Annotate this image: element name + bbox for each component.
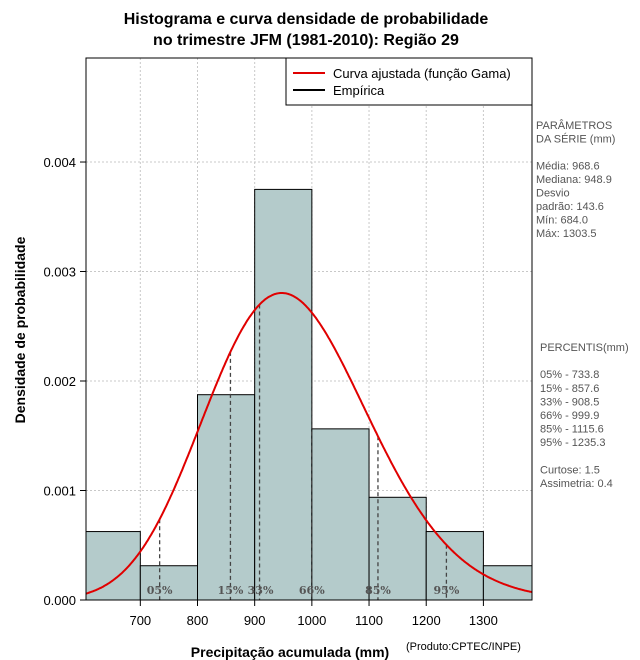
series-parameters-panel: PARÂMETROS DA SÉRIE (mm) Média: 968.6Medi… <box>536 119 615 240</box>
percentis-panel-line-3: 15% - 857.6 <box>540 383 599 395</box>
y-tick-label-3: 0.003 <box>43 265 76 280</box>
y-axis-label: Densidade de probabilidade <box>12 236 28 423</box>
histogram-bars <box>85 188 533 601</box>
x-axis-ticks: 700 800 900 1000 1100 1200 1300 <box>129 600 498 628</box>
percentis-panel-line-2: 05% - 733.8 <box>540 369 599 381</box>
params-panel-line-3: Média: 968.6 <box>536 161 600 173</box>
x-tick-label-6: 1300 <box>469 613 498 628</box>
credit-text: (Produto:CPTEC/INPE) <box>406 641 521 653</box>
percentile-label-05%: 05% <box>147 584 173 597</box>
x-tick-label-4: 1100 <box>355 613 383 628</box>
histogram-bar-0 <box>85 531 141 601</box>
x-axis-label: Precipitação acumulada (mm) <box>191 644 389 660</box>
percentile-lines <box>158 304 448 600</box>
y-tick-label-0: 0.000 <box>43 593 76 608</box>
legend: Curva ajustada (função Gama) Empírica <box>285 57 533 106</box>
percentile-label-33%: 33% <box>248 584 274 597</box>
chart-title-line-2: no trimestre JFM (1981-2010): Região 29 <box>153 32 459 49</box>
histogram-bar-2 <box>197 394 256 601</box>
params-panel-line-0: PARÂMETROS <box>536 119 612 132</box>
legend-label-empirical: Empírica <box>333 83 385 98</box>
percentile-label-85%: 85% <box>365 584 391 597</box>
percentis-panel-line-5: 66% - 999.9 <box>540 410 599 422</box>
x-tick-label-0: 700 <box>129 613 151 628</box>
percentis-panel-line-9: Curtose: 1.5 <box>540 464 600 476</box>
gamma-fit-curve <box>85 292 533 595</box>
y-tick-label-4: 0.004 <box>43 155 76 170</box>
percentis-panel-line-10: Assimetria: 0.4 <box>540 478 613 490</box>
params-panel-line-4: Mediana: 948.9 <box>536 174 612 186</box>
params-panel-line-6: padrão: 143.6 <box>536 201 604 213</box>
y-axis-ticks: 0.000 0.001 0.002 0.003 0.004 <box>43 155 86 608</box>
histogram-bar-7 <box>482 565 533 601</box>
x-tick-label-3: 1000 <box>297 613 326 628</box>
y-tick-label-2: 0.002 <box>43 374 76 389</box>
histogram-bar-4 <box>311 428 370 601</box>
params-panel-line-7: Mín: 684.0 <box>536 215 588 227</box>
percentile-label-66%: 66% <box>299 584 325 597</box>
percentiles-panel: PERCENTIS(mm) 05% - 733.8 15% - 857.633% -… <box>540 342 629 490</box>
percentis-panel-line-4: 33% - 908.5 <box>540 396 599 408</box>
percentile-label-95%: 95% <box>434 584 460 597</box>
params-panel-line-1: DA SÉRIE (mm) <box>536 133 615 146</box>
percentis-panel-line-0: PERCENTIS(mm) <box>540 342 629 354</box>
histogram-bar-1 <box>139 565 198 601</box>
x-tick-label-2: 900 <box>244 613 266 628</box>
params-panel-line-8: Máx: 1303.5 <box>536 228 597 240</box>
chart-title-line-1: Histograma e curva densidade de probabil… <box>124 11 489 28</box>
chart-title: Histograma e curva densidade de probabil… <box>124 11 489 49</box>
params-panel-line-5: Desvio <box>536 188 570 200</box>
percentile-label-15%: 15% <box>218 584 244 597</box>
percentile-labels: 05% 15% 33% 66% 85% 95% <box>147 584 460 597</box>
percentis-panel-line-6: 85% - 1115.6 <box>540 424 604 436</box>
legend-box <box>285 57 533 106</box>
x-tick-label-1: 800 <box>187 613 209 628</box>
x-tick-label-5: 1200 <box>412 613 441 628</box>
y-tick-label-1: 0.001 <box>43 484 76 499</box>
legend-label-fit: Curva ajustada (função Gama) <box>333 66 511 81</box>
percentis-panel-line-7: 95% - 1235.3 <box>540 437 605 449</box>
histogram-bar-3 <box>254 188 313 601</box>
histogram-bar-6 <box>425 531 484 601</box>
